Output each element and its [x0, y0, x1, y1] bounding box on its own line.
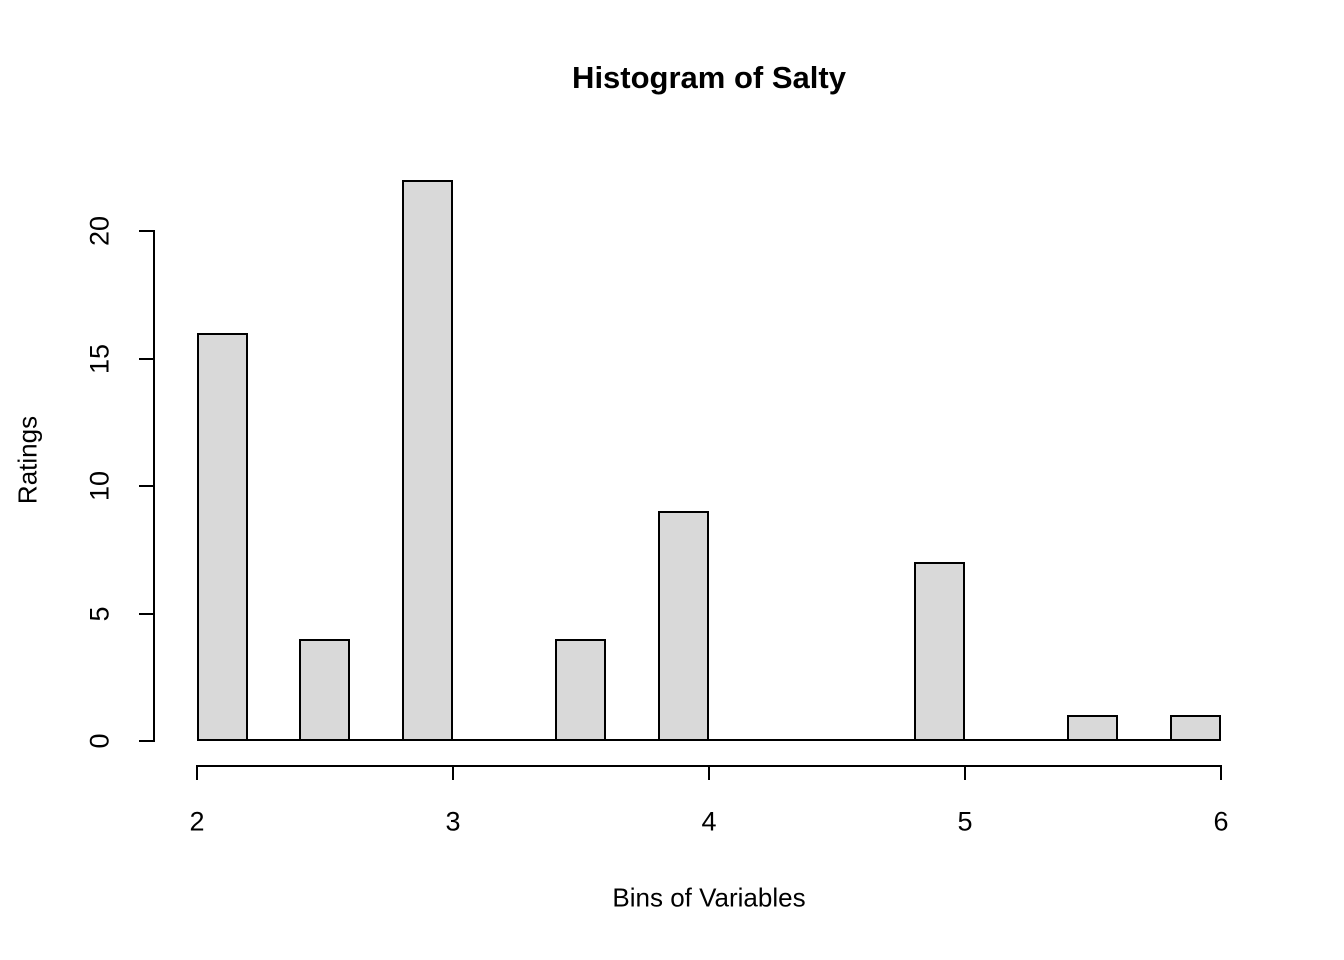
chart-title: Histogram of Salty: [572, 60, 846, 95]
x-axis-label: Bins of Variables: [612, 882, 806, 913]
y-tick: [139, 740, 153, 742]
x-tick: [708, 766, 710, 780]
histogram-bar: [299, 639, 350, 741]
x-tick-label: 4: [701, 806, 717, 837]
x-tick: [964, 766, 966, 780]
histogram-bar: [658, 511, 709, 741]
y-tick: [139, 230, 153, 232]
histogram-bar: [197, 333, 248, 741]
y-axis-line: [153, 230, 155, 742]
histogram-bar: [914, 562, 965, 741]
y-tick: [139, 485, 153, 487]
y-tick-label: 20: [84, 215, 115, 247]
y-tick: [139, 613, 153, 615]
x-tick-label: 5: [957, 806, 973, 837]
y-tick-label: 5: [84, 606, 115, 622]
y-tick-label: 10: [84, 470, 115, 502]
x-tick: [452, 766, 454, 780]
y-tick-label: 0: [84, 733, 115, 749]
x-tick: [1220, 766, 1222, 780]
histogram-bar: [555, 639, 606, 741]
zero-baseline: [197, 739, 1221, 741]
x-tick-label: 2: [189, 806, 205, 837]
x-tick-label: 3: [445, 806, 461, 837]
histogram-bar: [1067, 715, 1118, 741]
histogram-bar: [1170, 715, 1221, 741]
y-tick-label: 15: [84, 343, 115, 375]
histogram-bar: [402, 180, 453, 741]
x-tick-label: 6: [1213, 806, 1229, 837]
y-tick: [139, 358, 153, 360]
x-tick: [196, 766, 198, 780]
